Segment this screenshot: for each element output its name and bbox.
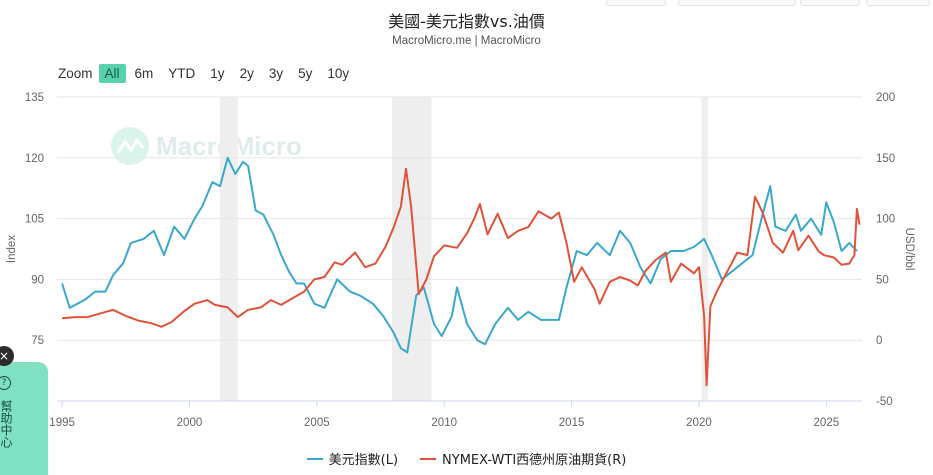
left-y-tick-label: 75 <box>31 335 44 347</box>
legend-label-dxy: 美元指數(L) <box>328 453 399 468</box>
help-icon: ? <box>0 376 11 390</box>
right-y-tick-label: 50 <box>876 274 889 286</box>
zoom-bar: Zoom All 6m YTD 1y 2y 3y 5y 10y <box>58 62 358 84</box>
right-y-tick-label: 150 <box>876 153 895 165</box>
recession-band <box>220 97 238 401</box>
help-center-label: 幫助中心 <box>0 400 13 448</box>
x-axis: 1995 2000 2005 2010 2015 2020 2025 <box>49 400 862 429</box>
x-tick-label: 2025 <box>814 417 840 429</box>
left-y-tick-label: 90 <box>31 274 44 286</box>
left-y-tick-label: 105 <box>25 214 44 226</box>
series-line-1 <box>62 167 861 387</box>
right-y-axis: -50 0 50 100 150 200 USD/bbl <box>876 92 915 408</box>
grid-lines <box>57 96 862 402</box>
x-tick-label: 2000 <box>177 417 203 429</box>
legend-swatch-wti <box>420 457 437 460</box>
right-y-tick-label: 200 <box>876 92 895 104</box>
zoom-label: Zoom <box>58 65 93 81</box>
left-y-tick-label: 120 <box>25 153 44 165</box>
recession-band <box>701 97 708 401</box>
zoom-option[interactable]: 5y <box>298 65 313 81</box>
zoom-option[interactable]: YTD <box>168 65 196 81</box>
right-y-axis-title: USD/bbl <box>903 228 915 271</box>
watermark-icon <box>111 127 149 165</box>
chart-subtitle: MacroMicro.me | MacroMicro <box>392 35 541 47</box>
recession-bands <box>220 97 708 401</box>
top-toolbar-button[interactable] <box>606 0 666 6</box>
zoom-option[interactable]: 10y <box>327 65 350 81</box>
series-lines <box>61 156 861 387</box>
zoom-option[interactable]: 6m <box>134 65 154 81</box>
x-tick-label: 2015 <box>559 417 585 429</box>
legend: 美元指數(L) NYMEX-WTI西德州原油期貨(R) <box>0 449 933 468</box>
recession-band <box>391 97 432 401</box>
x-tick-label: 2005 <box>304 417 330 429</box>
left-y-tick-label: 135 <box>25 92 44 104</box>
right-y-tick-label: 0 <box>876 335 882 347</box>
zoom-option[interactable]: 3y <box>268 65 284 81</box>
legend-label-wti: NYMEX-WTI西德州原油期貨(R) <box>442 453 627 468</box>
top-toolbar-button[interactable] <box>800 0 860 6</box>
top-toolbar-button[interactable] <box>866 0 930 6</box>
x-tick-label: 2020 <box>686 417 712 429</box>
top-toolbar-button[interactable] <box>678 0 796 6</box>
x-tick-label: 1995 <box>49 417 75 429</box>
zoom-option[interactable]: 2y <box>239 65 254 81</box>
right-y-tick-label: 100 <box>876 214 895 226</box>
legend-swatch-dxy <box>306 457 323 460</box>
x-tick-label: 2010 <box>431 417 457 429</box>
left-y-axis-title: Index <box>6 235 18 263</box>
legend-item-dxy[interactable]: 美元指數(L) <box>306 449 399 468</box>
close-icon[interactable]: × <box>0 346 14 366</box>
legend-item-wti[interactable]: NYMEX-WTI西德州原油期貨(R) <box>420 449 626 468</box>
zoom-option[interactable]: All <box>98 63 126 83</box>
chart-title: 美國-美元指數vs.油價 <box>388 12 545 31</box>
series-line-0 <box>61 156 858 354</box>
zoom-option[interactable]: 1y <box>210 65 225 81</box>
right-y-tick-label: -50 <box>876 396 893 408</box>
